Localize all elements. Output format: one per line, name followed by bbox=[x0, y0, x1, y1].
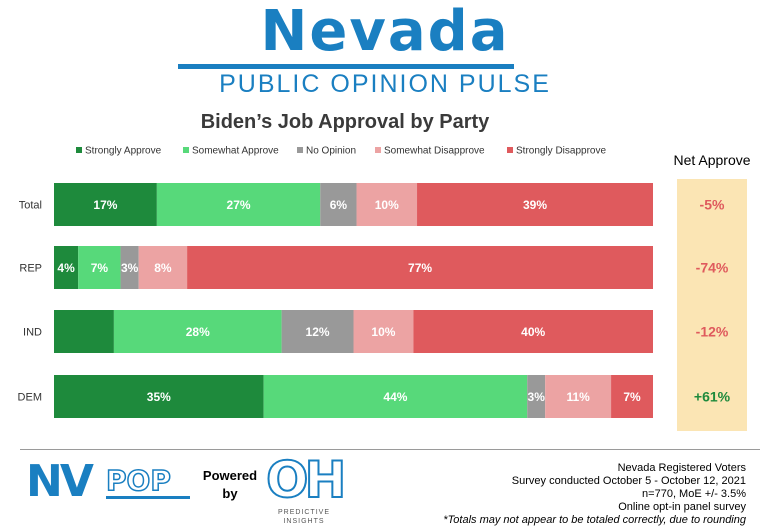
brand-subtitle: PUBLIC OPINION PULSE bbox=[219, 70, 551, 98]
legend-swatch-5 bbox=[507, 147, 513, 153]
data-label-row2-seg4: 8% bbox=[154, 261, 172, 275]
brand-rule bbox=[178, 64, 514, 69]
data-label-row2-seg3: 3% bbox=[121, 261, 139, 275]
legend-swatch-4 bbox=[375, 147, 381, 153]
data-label-row3-seg3: 12% bbox=[306, 325, 330, 339]
data-label-row1-seg4: 10% bbox=[375, 198, 399, 212]
note-sample: n=770, MoE +/- 3.5% bbox=[642, 488, 746, 500]
note-dates: Survey conducted October 5 - October 12,… bbox=[511, 475, 746, 487]
legend-label-4: Somewhat Disapprove bbox=[384, 146, 485, 157]
bar-row2-seg2 bbox=[78, 246, 121, 289]
bar-row2-seg4 bbox=[138, 246, 188, 289]
brand-title: Nevada bbox=[260, 0, 510, 64]
data-label-row2-seg2: 7% bbox=[91, 261, 109, 275]
bar-row4-seg3 bbox=[527, 375, 546, 418]
bar-row4-seg2 bbox=[263, 375, 528, 418]
bar-row3-seg3 bbox=[281, 310, 354, 353]
category-label-2: REP bbox=[19, 263, 42, 275]
bar-row1-seg1 bbox=[54, 183, 157, 226]
bar-row4-seg4 bbox=[545, 375, 612, 418]
data-label-row1-seg1: 17% bbox=[93, 198, 117, 212]
category-label-1: Total bbox=[19, 200, 42, 212]
bar-row2-seg1 bbox=[54, 246, 79, 289]
legend-label-2: Somewhat Approve bbox=[192, 146, 279, 157]
predictive-insights-label: PREDICTIVE INSIGHTS bbox=[277, 509, 330, 525]
bar-row3-seg5 bbox=[413, 310, 653, 353]
data-label-row4-seg1: 35% bbox=[147, 390, 171, 404]
category-label-4: DEM bbox=[18, 392, 42, 404]
data-label-row1-seg3: 6% bbox=[330, 198, 348, 212]
footer-divider bbox=[20, 449, 760, 450]
legend-label-5: Strongly Disapprove bbox=[516, 146, 606, 157]
data-label-row2-seg5: 77% bbox=[408, 261, 432, 275]
bar-row2-seg5 bbox=[187, 246, 653, 289]
legend-swatch-3 bbox=[297, 147, 303, 153]
bar-row3-seg4 bbox=[353, 310, 414, 353]
data-label-row4-seg3: 3% bbox=[528, 390, 546, 404]
data-label-row3-seg2: 28% bbox=[186, 325, 210, 339]
bar-row3-seg1 bbox=[54, 310, 114, 353]
data-label-row3-seg5: 40% bbox=[521, 325, 545, 339]
category-label-3: IND bbox=[23, 327, 42, 339]
data-label-row2-seg1: 4% bbox=[57, 261, 75, 275]
data-label-row1-seg2: 27% bbox=[227, 198, 251, 212]
nvpop-logo-pop: POP bbox=[105, 464, 171, 497]
powered-label: Powered bbox=[202, 468, 258, 483]
note-population: Nevada Registered Voters bbox=[617, 462, 746, 474]
bar-row1-seg2 bbox=[156, 183, 321, 226]
nvpop-logo: NV bbox=[26, 456, 94, 507]
chart-title: Biden’s Job Approval by Party bbox=[200, 111, 490, 133]
by-label: by bbox=[222, 486, 238, 501]
bar-row3-seg2 bbox=[113, 310, 282, 353]
data-label-row3-seg4: 10% bbox=[371, 325, 395, 339]
legend-swatch-1 bbox=[76, 147, 82, 153]
bar-row1-seg3 bbox=[320, 183, 357, 226]
bar-row4-seg5 bbox=[611, 375, 653, 418]
nvpop-logo-rule bbox=[106, 496, 190, 499]
net-approve-header: Net Approve bbox=[673, 152, 750, 168]
net-approve-value-2: -74% bbox=[696, 260, 729, 276]
legend-label-3: No Opinion bbox=[306, 146, 356, 157]
note-method: Online opt-in panel survey bbox=[618, 501, 746, 513]
bar-row2-seg3 bbox=[120, 246, 139, 289]
legend-label-1: Strongly Approve bbox=[85, 146, 162, 157]
stacked-bar-chart: Strongly Approve Somewhat Approve No Opini… bbox=[18, 146, 751, 431]
net-approve-value-3: -12% bbox=[696, 324, 729, 340]
data-label-row4-seg5: 7% bbox=[623, 390, 641, 404]
bar-row4-seg1 bbox=[54, 375, 264, 418]
note-rounding: *Totals may not appear to be totaled cor… bbox=[443, 514, 746, 526]
legend-swatch-2 bbox=[183, 147, 189, 153]
data-label-row4-seg4: 11% bbox=[566, 390, 590, 404]
data-label-row4-seg2: 44% bbox=[383, 390, 407, 404]
bar-row1-seg5 bbox=[417, 183, 653, 226]
bar-row1-seg4 bbox=[356, 183, 418, 226]
net-approve-value-4: +61% bbox=[694, 389, 731, 405]
net-approve-value-1: -5% bbox=[700, 197, 725, 213]
data-label-row1-seg5: 39% bbox=[523, 198, 547, 212]
oh-predictive-insights-logo: OH bbox=[265, 451, 347, 509]
net-approve-panel bbox=[677, 179, 747, 431]
